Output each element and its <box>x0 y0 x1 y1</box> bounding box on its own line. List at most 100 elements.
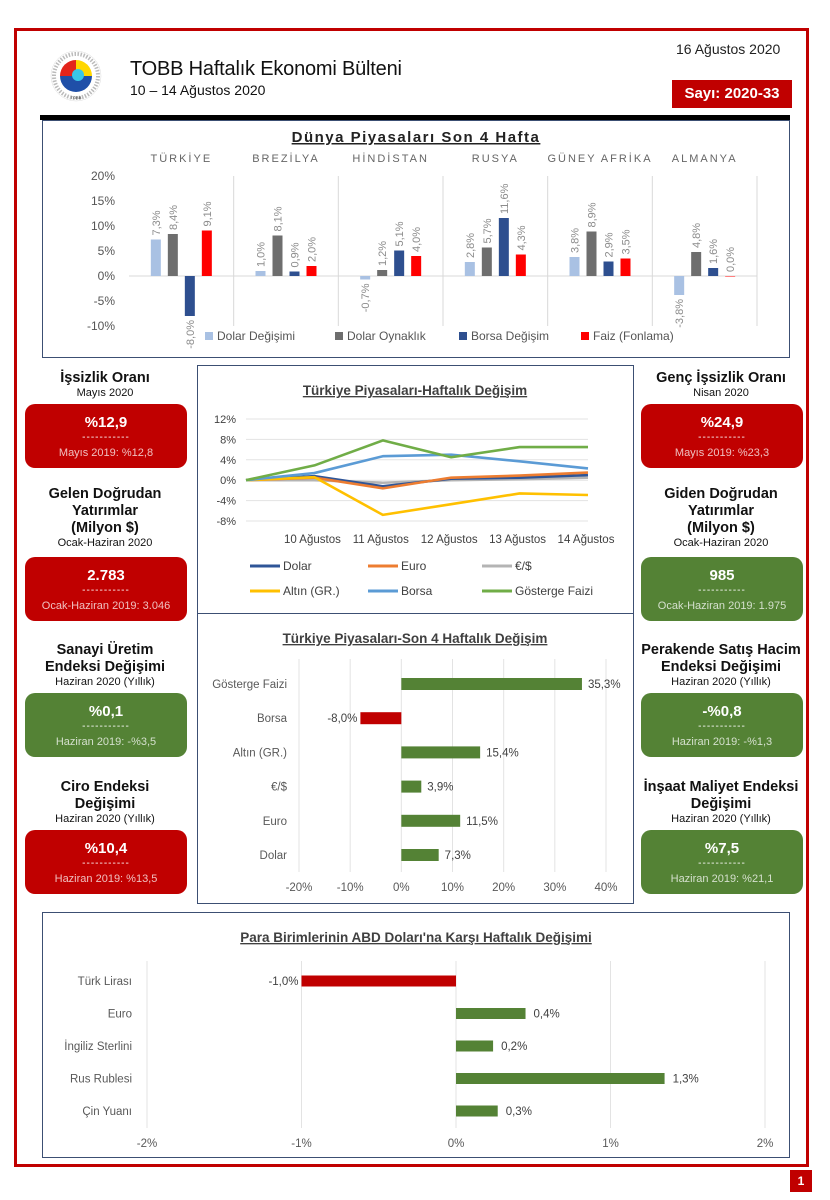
category-label: Euro <box>263 816 287 828</box>
legend-label: Dolar <box>283 559 312 573</box>
kpi-separator: ----------- <box>82 721 130 732</box>
y-tick-label: -5% <box>94 294 116 308</box>
kpi-value: %7,5 <box>704 840 740 857</box>
kpi-value-box: %12,9 ----------- Mayıs 2019: %12,8 <box>25 404 187 468</box>
kpi-title: İşsizlik Oranı <box>60 370 150 386</box>
bar-borsa-de-i-im <box>184 276 195 316</box>
category-label: Euro <box>108 1009 132 1021</box>
category-label: GÜNEY AFRİKA <box>547 152 652 165</box>
category-label: TÜRKİYE <box>150 152 212 165</box>
y-tick-label: 15% <box>91 194 115 208</box>
kpi-period: Haziran 2020 (Yıllık) <box>55 813 155 825</box>
x-tick-label: 10% <box>441 882 464 894</box>
bar-dolar-oynakl-k <box>377 270 388 276</box>
bar-dolar-de-i-imi <box>360 276 371 280</box>
line-series-6 <box>245 439 588 482</box>
bar-faiz-fonlama- <box>725 276 736 277</box>
kpi-value-box: 985 ----------- Ocak-Haziran 2019: 1.975 <box>641 557 803 621</box>
x-tick-label: -1% <box>291 1138 311 1150</box>
x-tick-label: 2% <box>757 1138 774 1150</box>
legend-label: Gösterge Faizi <box>515 584 593 598</box>
kpi-separator: ----------- <box>698 858 746 869</box>
data-label: 1,2% <box>377 241 389 266</box>
data-label: 15,4% <box>486 747 519 759</box>
category-label: Türk Lirası <box>78 976 132 988</box>
line-series-4 <box>245 475 589 517</box>
data-label: 4,8% <box>691 223 703 248</box>
bar-dolar-oynakl-k <box>481 247 492 276</box>
chart-title: Türkiye Piyasaları-Son 4 Haftalık Değişi… <box>283 631 548 646</box>
kpi-previous: Ocak-Haziran 2019: 1.975 <box>657 600 787 612</box>
kpi-separator: ----------- <box>698 432 746 443</box>
kpi-separator: ----------- <box>698 721 746 732</box>
data-label: 2,9% <box>604 232 616 257</box>
kpi-separator: ----------- <box>82 858 130 869</box>
data-label: 8,1% <box>273 206 285 231</box>
data-label: 3,8% <box>570 228 582 253</box>
x-tick-label: -20% <box>286 882 313 894</box>
data-label: 1,3% <box>673 1074 699 1086</box>
legend-label: Dolar Değişimi <box>217 329 295 343</box>
bar-faiz-fonlama- <box>411 256 422 276</box>
kpi-value: %12,9 <box>84 414 128 431</box>
kpi-period: Nisan 2020 <box>693 387 749 399</box>
legend-label: Euro <box>401 559 427 573</box>
bar-dolar-de-i-imi <box>150 239 161 276</box>
kpi-value-box: %10,4 ----------- Haziran 2019: %13,5 <box>25 830 187 894</box>
category-label: €/$ <box>271 782 288 794</box>
data-label: 0,4% <box>534 1009 560 1021</box>
x-tick-label: 40% <box>594 882 617 894</box>
chart-title: Dünya Piyasaları Son 4 Hafta <box>292 129 541 146</box>
data-label: 9,1% <box>202 201 214 226</box>
kpi-separator: ----------- <box>82 432 130 443</box>
chart-title: Para Birimlerinin ABD Doları'na Karşı Ha… <box>240 930 592 945</box>
bar <box>456 1073 665 1084</box>
bar-faiz-fonlama- <box>515 254 526 276</box>
legend-swatch <box>205 332 213 340</box>
kpi-value-box: %0,1 ----------- Haziran 2019: -%3,5 <box>25 693 187 757</box>
data-label: 0,2% <box>501 1041 527 1053</box>
kpi-value-box: 2.783 ----------- Ocak-Haziran 2019: 3.0… <box>25 557 187 621</box>
y-tick-label: -8% <box>216 516 236 528</box>
bar-borsa-de-i-im <box>498 218 509 276</box>
page-frame <box>14 28 809 1167</box>
legend-swatch <box>335 332 343 340</box>
x-tick-label: 1% <box>602 1138 619 1150</box>
four-week-change-panel: Türkiye Piyasaları-Son 4 Haftalık Değişi… <box>197 613 634 904</box>
data-label: -1,0% <box>268 976 298 988</box>
y-tick-label: 5% <box>98 244 116 258</box>
legend-label: Faiz (Fonlama) <box>593 329 674 343</box>
x-tick-label: 12 Ağustos <box>421 534 478 546</box>
bulletin-period: 10 – 14 Ağustos 2020 <box>130 82 266 98</box>
bar <box>401 814 461 827</box>
weekly-change-panel: Türkiye Piyasaları-Haftalık Değişim 12% 8%… <box>197 365 634 614</box>
bar <box>360 712 402 725</box>
kpi-previous: Mayıs 2019: %23,3 <box>674 447 770 459</box>
data-label: 8,9% <box>587 202 599 227</box>
x-tick-label: 11 Ağustos <box>353 534 409 546</box>
bar <box>401 678 582 690</box>
page-number: 1 <box>790 1170 812 1192</box>
bar <box>456 1040 494 1052</box>
kpi-title: Giden Doğrudan Yatırımlar (Milyon $) <box>664 486 778 536</box>
data-label: 4,0% <box>411 227 423 252</box>
y-tick-label: -4% <box>216 496 236 508</box>
issue-badge: Sayı: 2020-33 <box>672 80 792 108</box>
bar <box>401 746 481 759</box>
category-label: Dolar <box>260 850 288 862</box>
data-label: 2,8% <box>465 233 477 258</box>
category-label: İngiliz Sterlini <box>64 1040 132 1053</box>
data-label: 5,7% <box>482 218 494 243</box>
kpi-previous: Haziran 2019: %13,5 <box>54 873 158 885</box>
data-label: -8,0% <box>327 713 357 725</box>
y-tick-label: 0% <box>220 475 236 487</box>
world-markets-panel: Dünya Piyasaları Son 4 Hafta 20% 15% 10% 5% 0… <box>42 120 790 358</box>
kpi-title: Genç İşsizlik Oranı <box>656 370 786 386</box>
category-label: RUSYA <box>472 153 519 165</box>
bar-faiz-fonlama- <box>620 258 631 276</box>
bar <box>301 975 456 987</box>
y-tick-label: 20% <box>91 169 115 183</box>
four-week-change-chart: Türkiye Piyasaları-Son 4 Haftalık Değişi… <box>212 631 620 894</box>
category-label: Borsa <box>257 713 288 725</box>
header-divider <box>40 115 790 120</box>
